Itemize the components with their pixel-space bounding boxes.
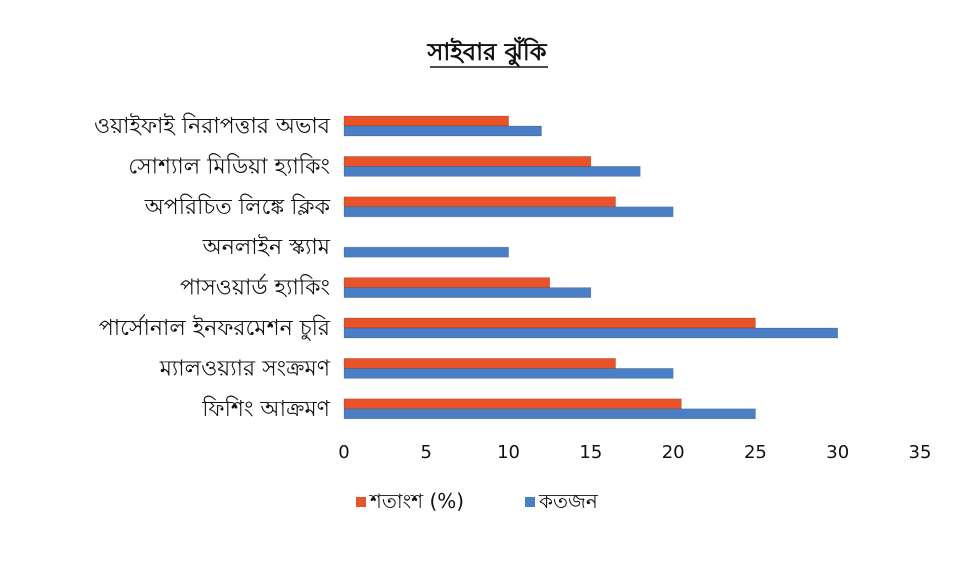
legend-swatch-count (525, 497, 535, 507)
bar-count-4 (343, 287, 592, 298)
category-label-1: সোশ্যাল মিডিয়া হ্যাকিং (128, 153, 330, 179)
category-labels: ওয়াইফাই নিরাপত্তার অভাব সোশ্যাল মিডিয়া … (94, 113, 331, 422)
bar-count-2 (343, 206, 674, 218)
legend-swatch-percent (356, 497, 366, 507)
x-tick-label-2: 10 (497, 442, 520, 463)
category-label-7: ফিশিং আক্রমণ (201, 396, 330, 422)
bar-percent-6 (343, 358, 616, 369)
legend-label-count: কতজন (538, 489, 599, 513)
chart-title: সাইবার ঝুঁকি (427, 37, 548, 67)
bar-count-3 (343, 246, 509, 258)
x-tick-label-4: 20 (662, 442, 685, 463)
x-tick-label-1: 5 (421, 442, 432, 463)
category-label-3: অনলাইন স্ক্যাম (202, 234, 331, 260)
x-tick-label-3: 15 (579, 442, 602, 463)
legend: শতাংশ (%) কতজন (356, 489, 599, 513)
x-tick-label-5: 25 (744, 442, 767, 463)
bar-percent-0 (343, 115, 509, 127)
bar-count-5 (343, 327, 839, 339)
bar-count-1 (343, 166, 641, 177)
category-label-2: অপরিচিত লিঙ্কে ক্লিক (144, 194, 331, 220)
bar-percent-4 (343, 277, 551, 288)
bar-count-0 (343, 125, 542, 137)
bar-percent-2 (343, 196, 616, 208)
bar-percent-7 (343, 398, 682, 410)
bar-percent-1 (343, 156, 592, 167)
bar-percent-5 (343, 317, 756, 329)
bar-count-7 (343, 408, 756, 420)
x-tick-label-0: 0 (338, 442, 349, 463)
category-label-5: পার্সোনাল ইনফরমেশন চুরি (99, 314, 331, 341)
category-label-6: ম্যালওয়্যার সংক্রমণ (159, 356, 331, 381)
category-label-0: ওয়াইফাই নিরাপত্তার অভাব (94, 113, 331, 139)
legend-label-percent: শতাংশ (%) (369, 489, 464, 513)
bars-group (343, 115, 839, 420)
x-tick-label-6: 30 (826, 442, 849, 463)
category-label-4: পাসওয়ার্ড হ্যাকিং (180, 274, 330, 301)
x-tick-label-7: 35 (909, 442, 932, 463)
bar-count-6 (343, 368, 674, 379)
x-tick-labels: 0 5 10 15 20 25 30 35 (338, 442, 931, 463)
